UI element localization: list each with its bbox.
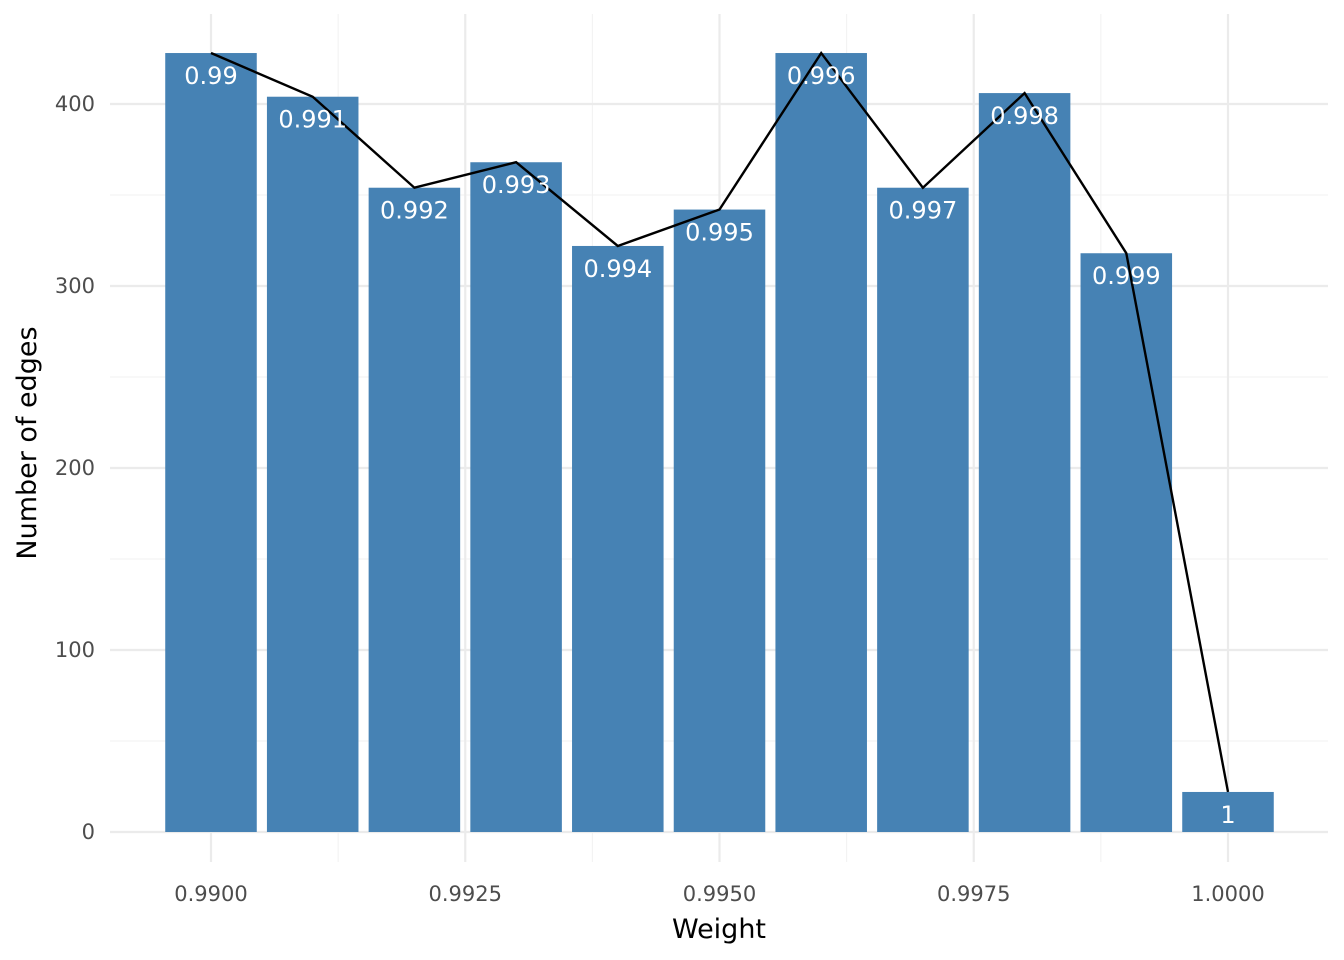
bar-label: 0.992 xyxy=(380,197,449,225)
bar xyxy=(572,245,664,832)
trend-line xyxy=(210,50,1230,793)
bar xyxy=(266,96,359,833)
bar-label: 1 xyxy=(1220,801,1235,829)
y-tick-label: 300 xyxy=(55,274,95,298)
bar-label: 0.993 xyxy=(482,171,551,199)
x-tick-label: 1.0000 xyxy=(1191,882,1264,906)
y-tick-label: 400 xyxy=(55,92,95,116)
bar-labels: 0.99 0.991 0.992 0.993 0.994 0.995 0.996 0.997 0… xyxy=(184,62,1235,829)
bar-label: 0.99 xyxy=(184,62,237,90)
axes: 0.9900 0.9925 0.9950 0.9975 1.0000 0 100 200 300… xyxy=(55,92,1265,906)
x-tick-label: 0.9950 xyxy=(683,882,756,906)
bar xyxy=(673,209,766,832)
x-tick-label: 0.9900 xyxy=(174,882,247,906)
bar-label: 0.996 xyxy=(787,62,856,90)
bar-label: 0.998 xyxy=(990,102,1059,130)
x-tick-label: 0.9925 xyxy=(429,882,502,906)
bar xyxy=(775,53,867,833)
bar-label: 0.991 xyxy=(278,106,347,134)
bars xyxy=(165,53,1274,833)
x-axis-title: Weight xyxy=(672,914,766,945)
y-tick-label: 100 xyxy=(55,638,95,662)
bar xyxy=(1182,791,1274,832)
trend-line-layer xyxy=(210,50,1230,793)
bar xyxy=(165,53,257,833)
y-tick-label: 0 xyxy=(82,820,95,844)
bar xyxy=(368,187,461,833)
bar-label: 0.995 xyxy=(685,219,754,247)
bar xyxy=(470,162,562,833)
bar xyxy=(1080,253,1173,833)
bar xyxy=(978,93,1071,832)
y-axis-title: Number of edges xyxy=(12,326,43,559)
bar-label: 0.997 xyxy=(889,197,958,225)
x-tick-label: 0.9975 xyxy=(937,882,1010,906)
bar xyxy=(877,187,969,833)
y-tick-label: 200 xyxy=(55,456,95,480)
bar-label: 0.999 xyxy=(1092,262,1161,290)
bar-label: 0.994 xyxy=(583,255,652,283)
